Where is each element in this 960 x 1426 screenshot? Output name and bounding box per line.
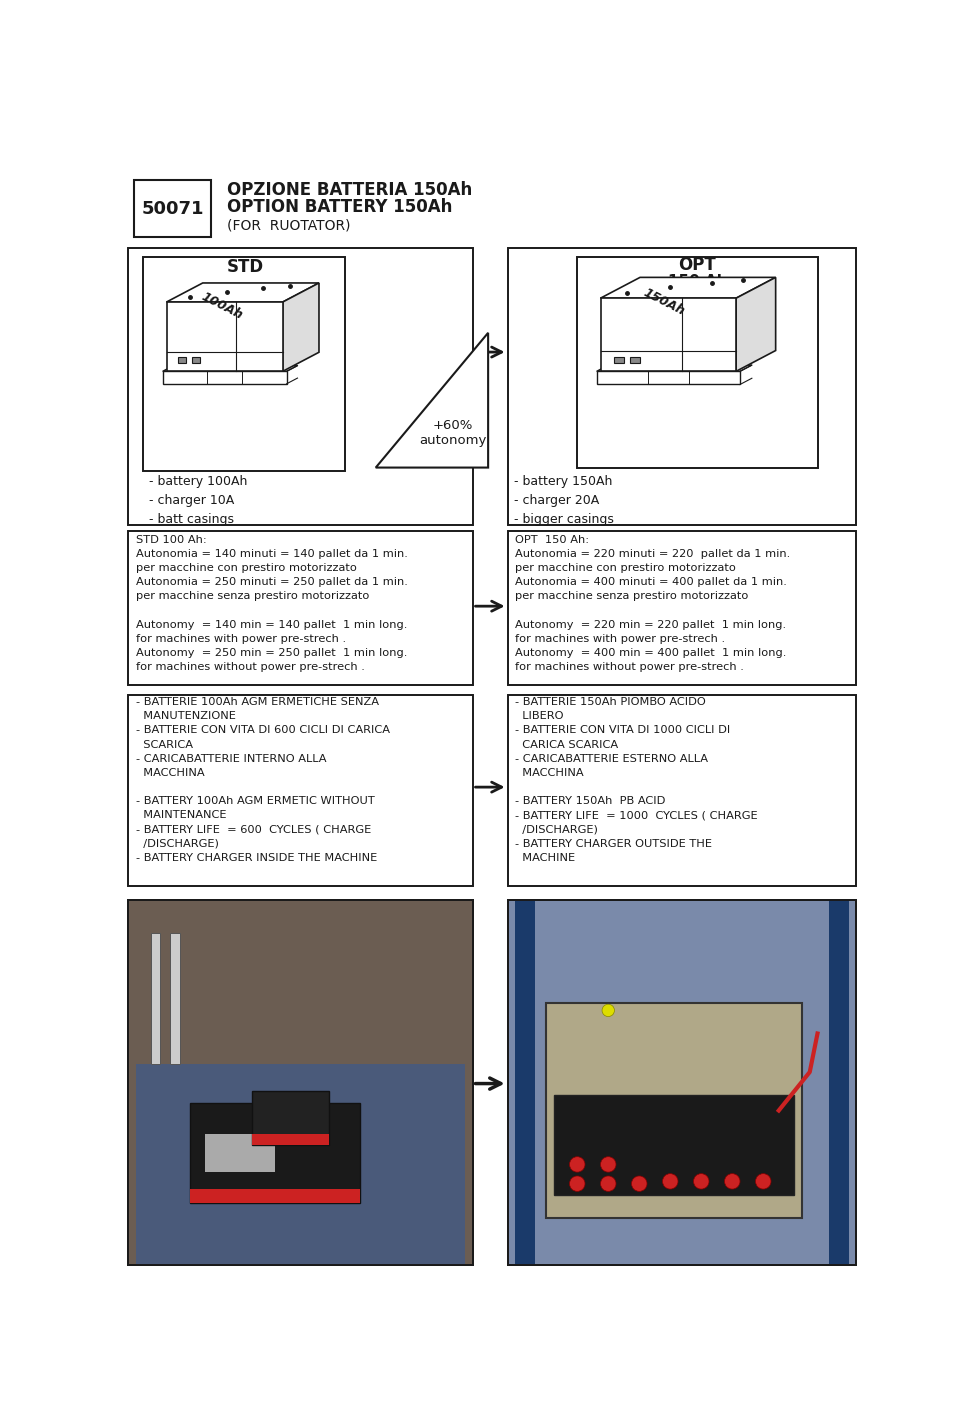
Circle shape <box>601 1156 616 1172</box>
Text: STD: STD <box>227 258 264 277</box>
Text: OPT: OPT <box>679 257 716 274</box>
Bar <box>179 358 186 364</box>
Bar <box>128 694 472 886</box>
Polygon shape <box>596 371 740 385</box>
Bar <box>829 900 849 1265</box>
Polygon shape <box>283 282 319 371</box>
Bar <box>252 1091 329 1145</box>
Text: 150Ah: 150Ah <box>641 287 686 318</box>
Circle shape <box>602 1004 614 1017</box>
Bar <box>508 694 856 886</box>
Circle shape <box>632 1176 647 1191</box>
Bar <box>508 248 856 525</box>
Bar <box>577 257 818 468</box>
Circle shape <box>693 1174 709 1189</box>
Text: STD 100 Ah:
Autonomia = 140 minuti = 140 pallet da 1 min.
per macchine con prest: STD 100 Ah: Autonomia = 140 minuti = 140… <box>135 535 407 672</box>
Polygon shape <box>166 282 319 302</box>
Polygon shape <box>601 298 736 371</box>
Circle shape <box>662 1174 678 1189</box>
Bar <box>135 1064 465 1265</box>
Bar <box>128 248 472 525</box>
Polygon shape <box>375 332 488 468</box>
Text: OPT  150 Ah:
Autonomia = 220 minuti = 220  pallet da 1 min.
per macchine con pre: OPT 150 Ah: Autonomia = 220 minuti = 220… <box>516 535 790 672</box>
Text: - BATTERIE 150Ah PIOMBO ACIDO
  LIBERO
- BATTERIE CON VITA DI 1000 CICLI DI
  CA: - BATTERIE 150Ah PIOMBO ACIDO LIBERO - B… <box>516 697 757 863</box>
Text: OPTION BATTERY 150Ah: OPTION BATTERY 150Ah <box>227 198 452 215</box>
Polygon shape <box>162 365 298 371</box>
Bar <box>508 900 856 1265</box>
Circle shape <box>725 1174 740 1189</box>
Text: - battery 150Ah
- charger 20A
- bigger casings: - battery 150Ah - charger 20A - bigger c… <box>514 475 613 526</box>
Bar <box>143 257 345 472</box>
Bar <box>151 934 160 1064</box>
Text: - BATTERIE 100Ah AGM ERMETICHE SENZA
  MANUTENZIONE
- BATTERIE CON VITA DI 600 C: - BATTERIE 100Ah AGM ERMETICHE SENZA MAN… <box>135 697 390 863</box>
Bar <box>508 900 856 1265</box>
Bar <box>252 1135 329 1145</box>
Text: (FOR  RUOTATOR): (FOR RUOTATOR) <box>227 218 350 232</box>
Bar <box>614 356 624 362</box>
Bar <box>190 1189 360 1204</box>
Text: +60%
autonomy: +60% autonomy <box>420 419 487 446</box>
Bar <box>128 900 472 1265</box>
Bar <box>190 1102 360 1204</box>
Polygon shape <box>601 278 776 298</box>
Bar <box>554 1095 794 1195</box>
Text: 150 Ah: 150 Ah <box>667 274 727 288</box>
Text: 50071: 50071 <box>141 200 204 218</box>
Bar <box>128 900 472 1265</box>
Bar <box>631 356 639 362</box>
Bar <box>170 934 180 1064</box>
Text: OPZIONE BATTERIA 150Ah: OPZIONE BATTERIA 150Ah <box>227 181 472 198</box>
Text: 100Ah: 100Ah <box>199 289 245 322</box>
Bar <box>516 900 535 1265</box>
Polygon shape <box>736 278 776 371</box>
Bar <box>508 532 856 686</box>
Bar <box>205 1134 275 1172</box>
Polygon shape <box>162 371 287 384</box>
Bar <box>128 532 472 686</box>
Circle shape <box>569 1156 585 1172</box>
Bar <box>546 1002 802 1218</box>
Bar <box>134 180 211 237</box>
Bar <box>192 358 201 364</box>
Text: - battery 100Ah
- charger 10A
- batt casings: - battery 100Ah - charger 10A - batt cas… <box>150 475 248 526</box>
Polygon shape <box>166 302 283 371</box>
Circle shape <box>569 1176 585 1191</box>
Circle shape <box>756 1174 771 1189</box>
Circle shape <box>601 1176 616 1191</box>
Polygon shape <box>596 365 752 371</box>
